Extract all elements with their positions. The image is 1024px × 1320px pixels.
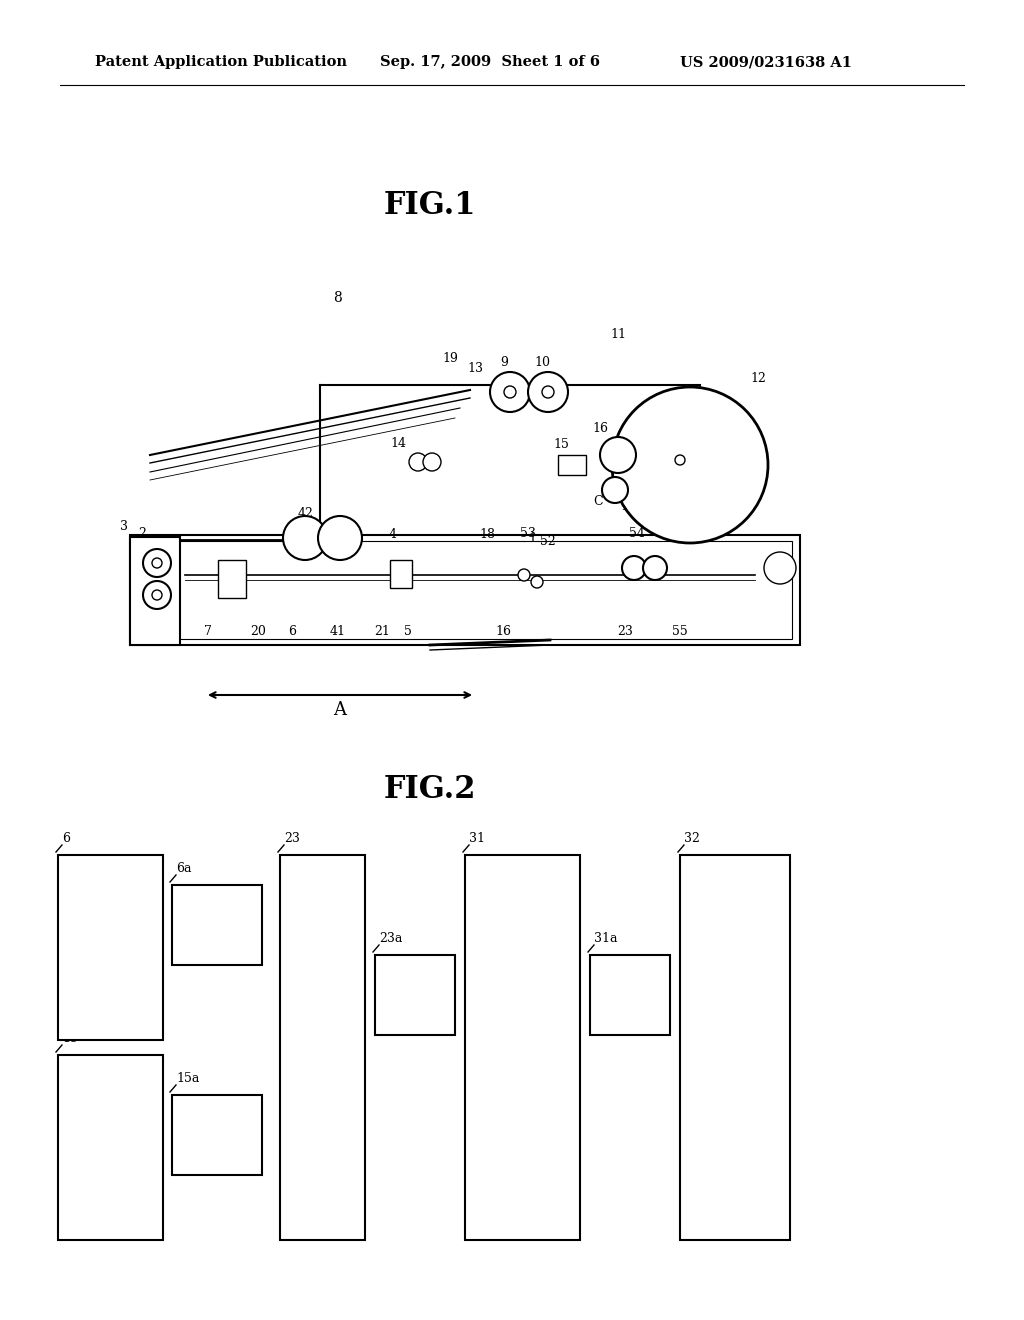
Bar <box>58 1055 163 1239</box>
Text: 20: 20 <box>250 624 266 638</box>
Circle shape <box>622 556 646 579</box>
Text: CONTROLLER
(MEMORY): CONTROLLER (MEMORY) <box>688 1034 782 1063</box>
Text: 31a: 31a <box>594 932 617 945</box>
Circle shape <box>612 387 768 543</box>
Bar <box>375 954 455 1035</box>
Text: 18: 18 <box>479 528 495 541</box>
Text: 10: 10 <box>534 356 550 370</box>
Text: 41: 41 <box>330 624 346 638</box>
Text: B: B <box>693 445 702 458</box>
Text: 6: 6 <box>288 624 296 638</box>
Text: FIG.2: FIG.2 <box>384 775 476 805</box>
Text: 42: 42 <box>298 507 314 520</box>
Text: 23a: 23a <box>379 932 402 945</box>
Circle shape <box>152 590 162 601</box>
Text: 2: 2 <box>138 527 146 540</box>
Text: SECOND
INPUT
PATH: SECOND INPUT PATH <box>188 1113 246 1158</box>
Text: 16: 16 <box>495 624 511 638</box>
Bar <box>280 855 365 1239</box>
Text: C: C <box>593 495 603 508</box>
Circle shape <box>531 576 543 587</box>
Text: 14: 14 <box>390 437 406 450</box>
Circle shape <box>143 549 171 577</box>
Text: TRANSFER
PATH: TRANSFER PATH <box>593 981 667 1010</box>
Circle shape <box>490 372 530 412</box>
Text: 9: 9 <box>500 356 508 370</box>
Text: 16: 16 <box>592 422 608 436</box>
Circle shape <box>528 372 568 412</box>
Circle shape <box>764 552 796 583</box>
Bar <box>590 954 670 1035</box>
Text: 11: 11 <box>610 327 626 341</box>
Text: 1: 1 <box>528 532 536 545</box>
Circle shape <box>600 437 636 473</box>
Bar <box>390 560 412 587</box>
Bar <box>130 535 800 645</box>
Text: 55: 55 <box>672 624 688 638</box>
Circle shape <box>143 581 171 609</box>
Bar <box>58 855 163 1040</box>
Circle shape <box>602 477 628 503</box>
Text: Sep. 17, 2009  Sheet 1 of 6: Sep. 17, 2009 Sheet 1 of 6 <box>380 55 600 69</box>
Text: US 2009/0231638 A1: US 2009/0231638 A1 <box>680 55 852 69</box>
Text: 21: 21 <box>374 624 390 638</box>
Text: Patent Application Publication: Patent Application Publication <box>95 55 347 69</box>
Text: 15a: 15a <box>176 1072 200 1085</box>
Text: FIG.1: FIG.1 <box>384 190 476 220</box>
Text: 6a: 6a <box>176 862 191 875</box>
Text: 32: 32 <box>684 832 699 845</box>
Bar <box>680 855 790 1239</box>
Circle shape <box>409 453 427 471</box>
Text: FRONT-
SIDE
READING
SENSOR: FRONT- SIDE READING SENSOR <box>78 917 142 978</box>
Text: 4: 4 <box>389 528 397 541</box>
Text: 23: 23 <box>617 624 633 638</box>
Text: 13: 13 <box>467 362 483 375</box>
Text: A: A <box>334 701 346 719</box>
Text: 8: 8 <box>334 290 342 305</box>
Text: OUTPUT
PATH: OUTPUT PATH <box>386 981 443 1010</box>
Circle shape <box>504 385 516 399</box>
Text: 15: 15 <box>553 438 569 451</box>
Circle shape <box>283 516 327 560</box>
Text: 19: 19 <box>442 352 458 366</box>
Circle shape <box>643 556 667 579</box>
Text: 23: 23 <box>284 832 300 845</box>
Bar <box>172 884 262 965</box>
Circle shape <box>318 516 362 560</box>
Text: MEMORY
(BUFFER): MEMORY (BUFFER) <box>290 1034 355 1063</box>
Text: 53: 53 <box>520 527 536 540</box>
Bar <box>172 1096 262 1175</box>
Text: 6: 6 <box>62 832 70 845</box>
Bar <box>465 855 580 1239</box>
Text: 31: 31 <box>469 832 485 845</box>
Text: 54: 54 <box>629 527 645 540</box>
Text: 7: 7 <box>204 624 212 638</box>
Bar <box>138 541 792 639</box>
Text: 3: 3 <box>120 520 128 533</box>
Text: 12: 12 <box>750 372 766 385</box>
Circle shape <box>518 569 530 581</box>
Circle shape <box>423 453 441 471</box>
Circle shape <box>542 385 554 399</box>
Text: FIRST
INPUT
PATH: FIRST INPUT PATH <box>195 903 239 948</box>
Circle shape <box>152 558 162 568</box>
Bar <box>218 560 246 598</box>
Text: 17: 17 <box>621 500 636 513</box>
Text: IMAGE
PROCESSING
UNIT: IMAGE PROCESSING UNIT <box>477 1026 567 1071</box>
Bar <box>558 455 586 475</box>
Text: 52: 52 <box>540 535 556 548</box>
Circle shape <box>675 455 685 465</box>
Text: REVERSE-
SIDE
READING
SENSOR: REVERSE- SIDE READING SENSOR <box>76 1117 145 1177</box>
Text: 5: 5 <box>404 624 412 638</box>
Bar <box>130 537 180 645</box>
Text: 15: 15 <box>62 1032 78 1045</box>
